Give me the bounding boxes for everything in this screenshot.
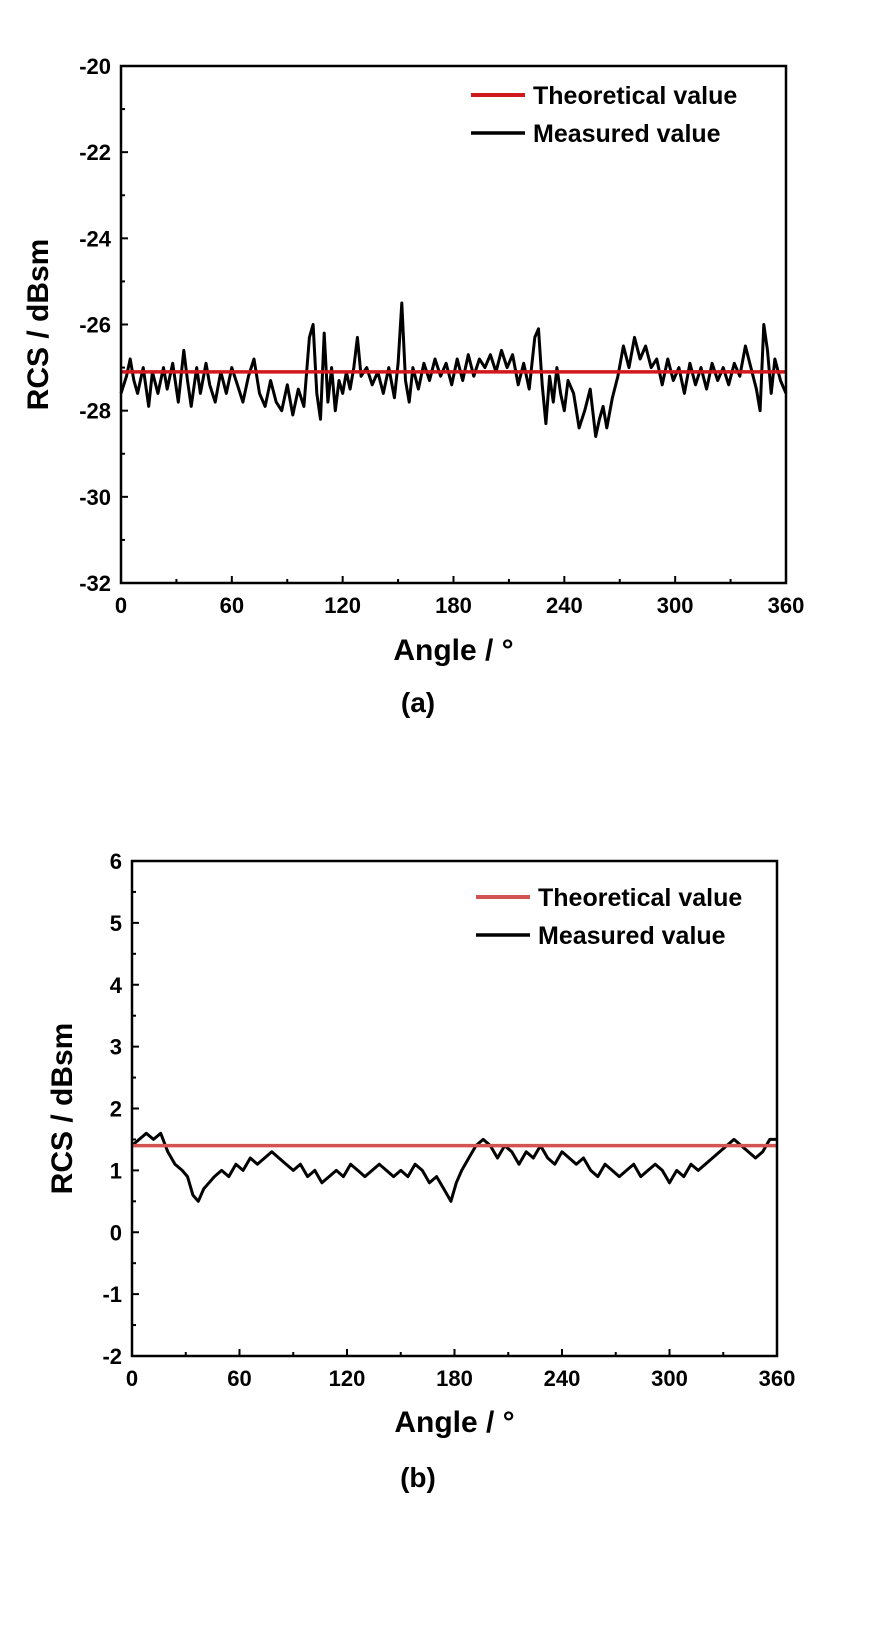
series-measured-line — [131, 1131, 777, 1203]
y-tick-label: 2 — [110, 1097, 122, 1122]
y-tick-label: 5 — [110, 911, 122, 936]
x-tick-label: 0 — [126, 1366, 138, 1391]
legend-measured-label: Measured value — [538, 922, 726, 950]
x-tick-label: 180 — [435, 593, 472, 618]
figure-caption: (b) — [400, 1462, 436, 1493]
figure-caption: (a) — [401, 687, 435, 718]
chart-a: 0 60 120 180 240 300 360 -32 -30 -28 -26 -24 -22 -20 A… — [22, 54, 804, 718]
x-tick-label: 300 — [657, 593, 694, 618]
y-tick-label: -1 — [102, 1282, 122, 1307]
x-tick-label: 120 — [324, 593, 361, 618]
y-axis-title: RCS / dBsm — [46, 1023, 79, 1195]
chart-b-series — [131, 1131, 777, 1203]
chart-b: 0 60 120 180 240 300 360 -2 -1 0 1 2 3 4 5 6 Angle / ° RC… — [46, 849, 795, 1493]
legend-measured-label: Measured value — [533, 120, 721, 148]
y-tick-label: -26 — [79, 313, 111, 338]
x-axis-title: Angle / ° — [394, 1406, 514, 1439]
y-tick-label: -32 — [79, 571, 111, 596]
series-measured-line — [119, 301, 788, 438]
x-tick-label: 360 — [768, 593, 805, 618]
x-axis: 0 60 120 180 240 300 360 — [126, 1349, 795, 1391]
y-axis: -2 -1 0 1 2 3 4 5 6 — [102, 849, 139, 1369]
x-tick-label: 360 — [759, 1366, 796, 1391]
y-tick-label: -28 — [79, 399, 111, 424]
legend: Theoretical value Measured value — [471, 82, 737, 148]
y-tick-label: -30 — [79, 485, 111, 510]
x-tick-label: 60 — [220, 593, 244, 618]
x-tick-label: 240 — [546, 593, 583, 618]
y-tick-label: -20 — [79, 54, 111, 79]
y-tick-label: -24 — [79, 226, 112, 251]
y-tick-label: 4 — [110, 973, 123, 998]
y-tick-label: 1 — [110, 1158, 122, 1183]
x-tick-label: 60 — [227, 1366, 251, 1391]
y-tick-label: 6 — [110, 849, 122, 874]
x-axis-title: Angle / ° — [393, 634, 513, 667]
x-tick-label: 240 — [544, 1366, 581, 1391]
legend: Theoretical value Measured value — [476, 884, 742, 950]
legend-theoretical-label: Theoretical value — [538, 884, 742, 912]
y-tick-label: -22 — [79, 140, 111, 165]
y-axis: -32 -30 -28 -26 -24 -22 -20 — [79, 54, 128, 596]
x-tick-label: 300 — [651, 1366, 688, 1391]
y-tick-label: 3 — [110, 1035, 122, 1060]
x-tick-label: 120 — [329, 1366, 366, 1391]
x-tick-label: 180 — [436, 1366, 473, 1391]
y-tick-label: -2 — [102, 1344, 122, 1369]
legend-theoretical-label: Theoretical value — [533, 82, 737, 110]
chart-a-series — [119, 301, 788, 438]
x-axis: 0 60 120 180 240 300 360 — [115, 576, 804, 618]
x-tick-label: 0 — [115, 593, 127, 618]
y-axis-title: RCS / dBsm — [22, 239, 55, 411]
y-tick-label: 0 — [110, 1220, 122, 1245]
